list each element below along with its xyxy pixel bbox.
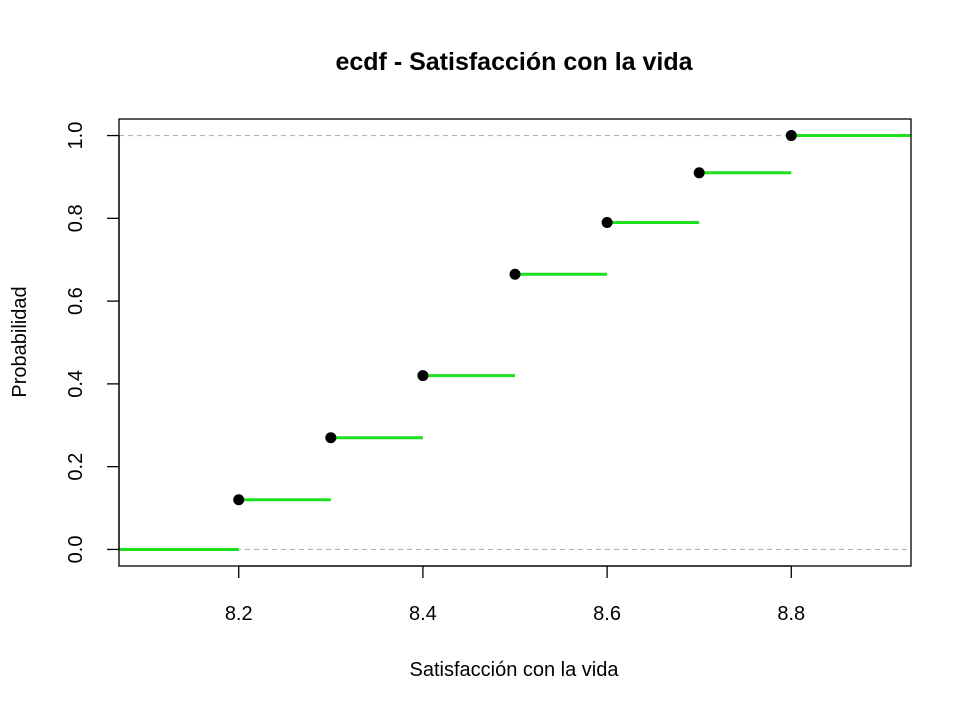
x-tick-label: 8.2 <box>225 603 253 625</box>
x-tick-label: 8.4 <box>409 603 437 625</box>
y-tick-label: 0.0 <box>65 536 87 564</box>
y-axis-label: Probabilidad <box>9 286 31 397</box>
data-point <box>325 432 337 444</box>
y-axis: 0.0 0.2 0.4 0.6 0.8 1.0 <box>65 122 120 564</box>
plot-area <box>119 130 911 551</box>
x-axis-label: Satisfacción con la vida <box>409 659 619 681</box>
y-tick-label: 0.8 <box>65 204 87 232</box>
data-point <box>601 216 613 228</box>
data-point <box>509 268 521 280</box>
x-tick-label: 8.8 <box>777 603 805 625</box>
data-point <box>233 494 245 506</box>
chart-title: ecdf - Satisfacción con la vida <box>335 48 693 76</box>
y-tick-label: 0.2 <box>65 453 87 481</box>
data-point <box>417 370 429 382</box>
x-tick-label: 8.6 <box>593 603 621 625</box>
data-point <box>693 167 705 179</box>
x-axis: 8.2 8.4 8.6 8.8 <box>225 565 805 625</box>
y-tick-label: 1.0 <box>65 122 87 150</box>
y-tick-label: 0.6 <box>65 287 87 315</box>
data-point <box>785 130 797 142</box>
y-tick-label: 0.4 <box>65 370 87 398</box>
